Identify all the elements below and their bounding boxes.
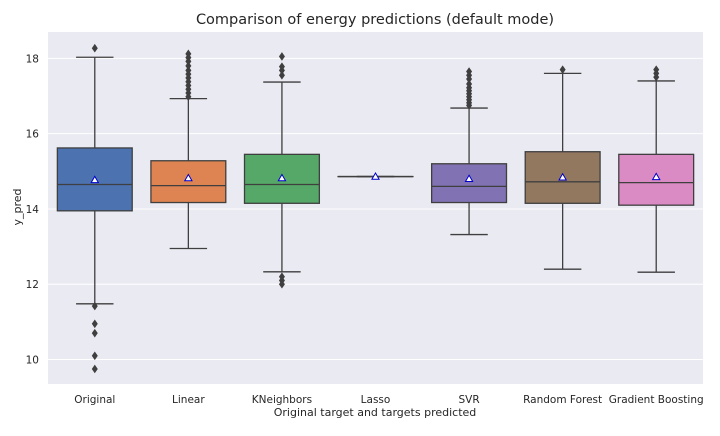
y-tick-label: 16	[26, 129, 40, 141]
y-tick-label: 14	[26, 204, 40, 216]
iqr-box	[432, 164, 507, 203]
y-tick-label: 18	[26, 53, 39, 65]
x-tick-label: KNeighbors	[252, 394, 312, 406]
plot-background	[48, 32, 703, 384]
y-axis-label: y_pred	[11, 188, 24, 225]
y-tick-label: 12	[26, 279, 39, 291]
y-tick-label: 10	[26, 355, 39, 367]
x-tick-label: Lasso	[361, 394, 391, 406]
iqr-box	[151, 161, 226, 203]
x-tick-label: SVR	[458, 394, 479, 406]
x-axis-label: Original target and targets predicted	[274, 406, 477, 419]
chart-title: Comparison of energy predictions (defaul…	[196, 12, 554, 28]
x-tick-label: Original	[74, 394, 115, 406]
x-tick-label: Gradient Boosting	[609, 394, 704, 406]
x-tick-label: Linear	[172, 394, 205, 406]
x-tick-label: Random Forest	[523, 394, 602, 406]
